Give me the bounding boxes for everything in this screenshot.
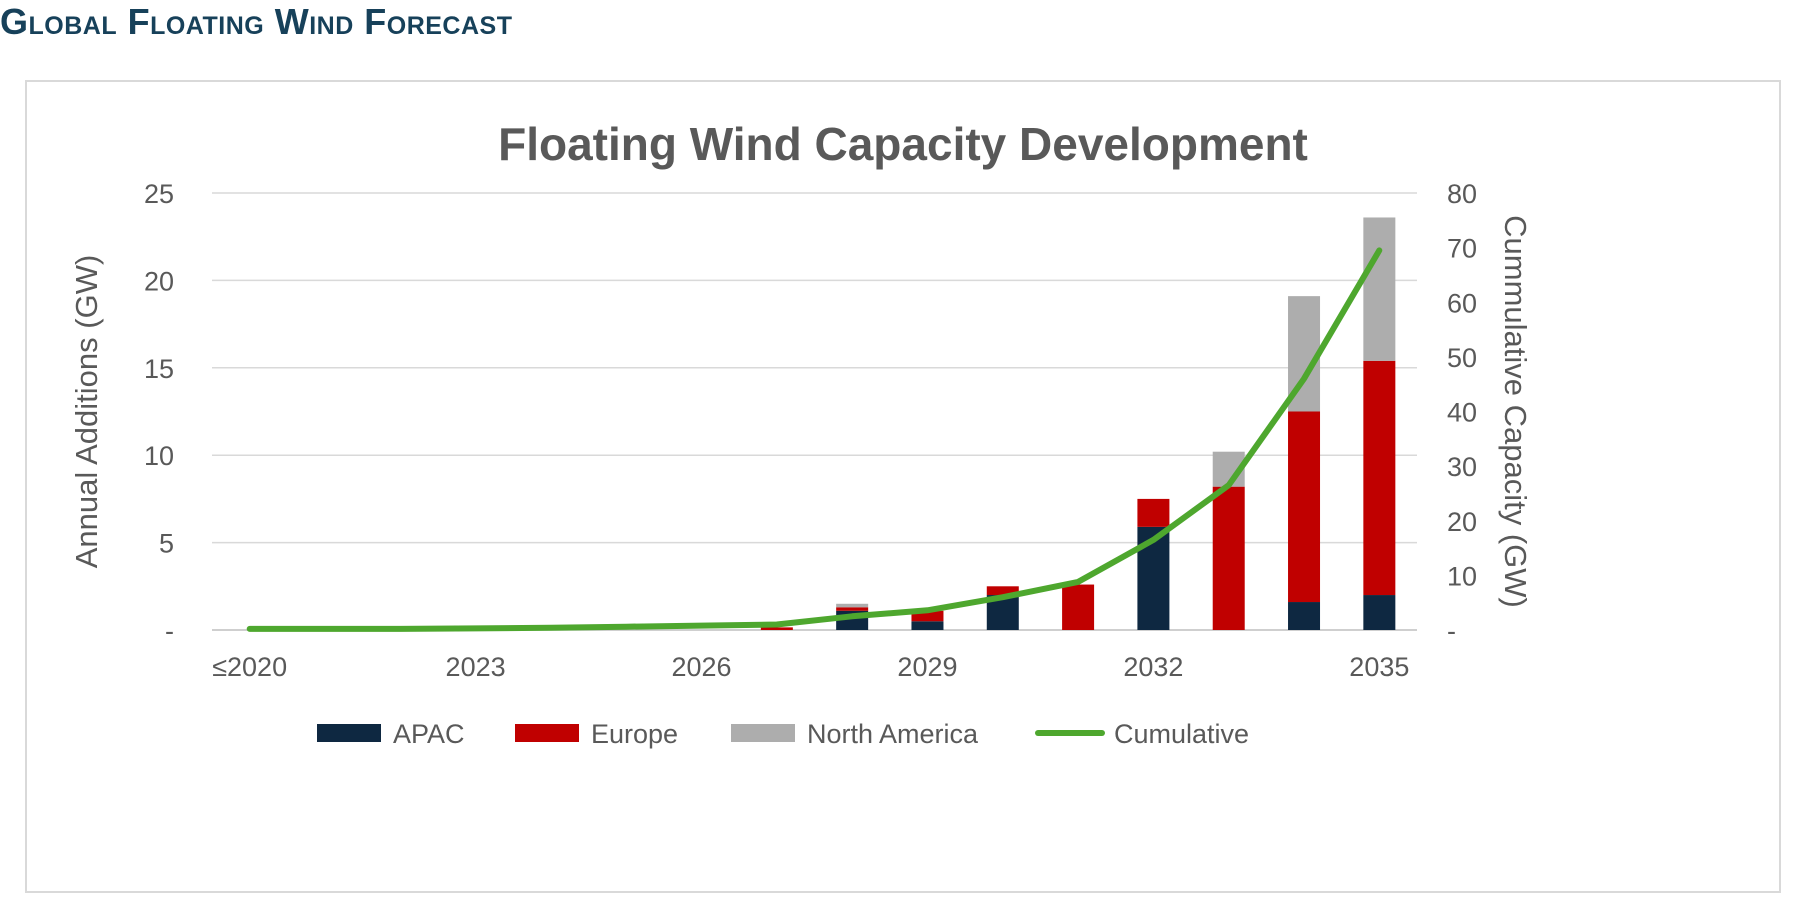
y-tick-label: 20	[144, 266, 174, 296]
legend-label: Europe	[591, 719, 678, 749]
y2-tick-label: 60	[1447, 288, 1477, 318]
floating-wind-chart: Floating Wind Capacity Development - 5 10 1…	[69, 118, 1533, 749]
bar-segment	[836, 607, 869, 611]
bar-segment	[1363, 217, 1396, 361]
legend-label: Cumulative	[1114, 719, 1249, 749]
y2-tick-label: 40	[1447, 398, 1477, 428]
cumulative-line-layer	[246, 247, 1383, 632]
legend-label: North America	[807, 719, 979, 749]
bar-segment	[911, 610, 944, 622]
chart-frame: Floating Wind Capacity Development - 5 10 1…	[25, 80, 1781, 893]
bar-segment	[911, 621, 944, 630]
bar-segment	[836, 603, 869, 608]
y2-tick-label: 20	[1447, 507, 1477, 537]
bar-segment	[1363, 595, 1396, 630]
y-tick-label: -	[165, 616, 174, 646]
y-tick-label: 5	[159, 529, 174, 559]
y2-tick-label: 30	[1447, 452, 1477, 482]
y2-tick-label: 80	[1447, 179, 1477, 209]
x-tick-label: 2026	[671, 652, 731, 682]
y-tick-label: 15	[144, 354, 174, 384]
bar-segment	[1288, 411, 1321, 603]
bar-segment	[1137, 498, 1170, 527]
bar-segment	[1363, 360, 1396, 596]
x-tick-label: 2029	[897, 652, 957, 682]
y-tick-label: 25	[144, 179, 174, 209]
y2-tick-label: 70	[1447, 234, 1477, 264]
y2-tick-label: 50	[1447, 343, 1477, 373]
page-heading: Global Floating Wind Forecast	[0, 1, 513, 42]
legend-label: APAC	[393, 719, 465, 749]
y-tick-label: 10	[144, 441, 174, 471]
legend-swatch	[317, 724, 381, 742]
bar-segment	[1212, 486, 1245, 630]
bar-segment	[986, 586, 1019, 596]
cumulative-line	[246, 247, 1383, 632]
legend-swatch	[731, 724, 795, 742]
chart-title: Floating Wind Capacity Development	[498, 118, 1308, 170]
y-axis-label: Annual Additions (GW)	[69, 255, 104, 569]
bars	[760, 217, 1396, 630]
y2-axis-label: Cummulative Capacity (GW)	[1498, 215, 1533, 608]
bar-segment	[1062, 584, 1095, 630]
legend-swatch	[515, 724, 579, 742]
y2-tick-label: -	[1447, 616, 1456, 646]
legend: APAC Europe North America Cumulative	[317, 719, 1249, 749]
axes: - 5 10 15 20 25 - 10 20 30 40 50 60 70 80 ≤2020 2023 2026…	[144, 179, 1477, 682]
x-tick-label: ≤2020	[212, 652, 287, 682]
bar-segment	[1288, 602, 1321, 630]
x-tick-label: 2035	[1349, 652, 1409, 682]
x-tick-label: 2023	[446, 652, 506, 682]
x-tick-label: 2032	[1123, 652, 1183, 682]
bar-segment	[760, 627, 793, 630]
y2-tick-label: 10	[1447, 561, 1477, 591]
